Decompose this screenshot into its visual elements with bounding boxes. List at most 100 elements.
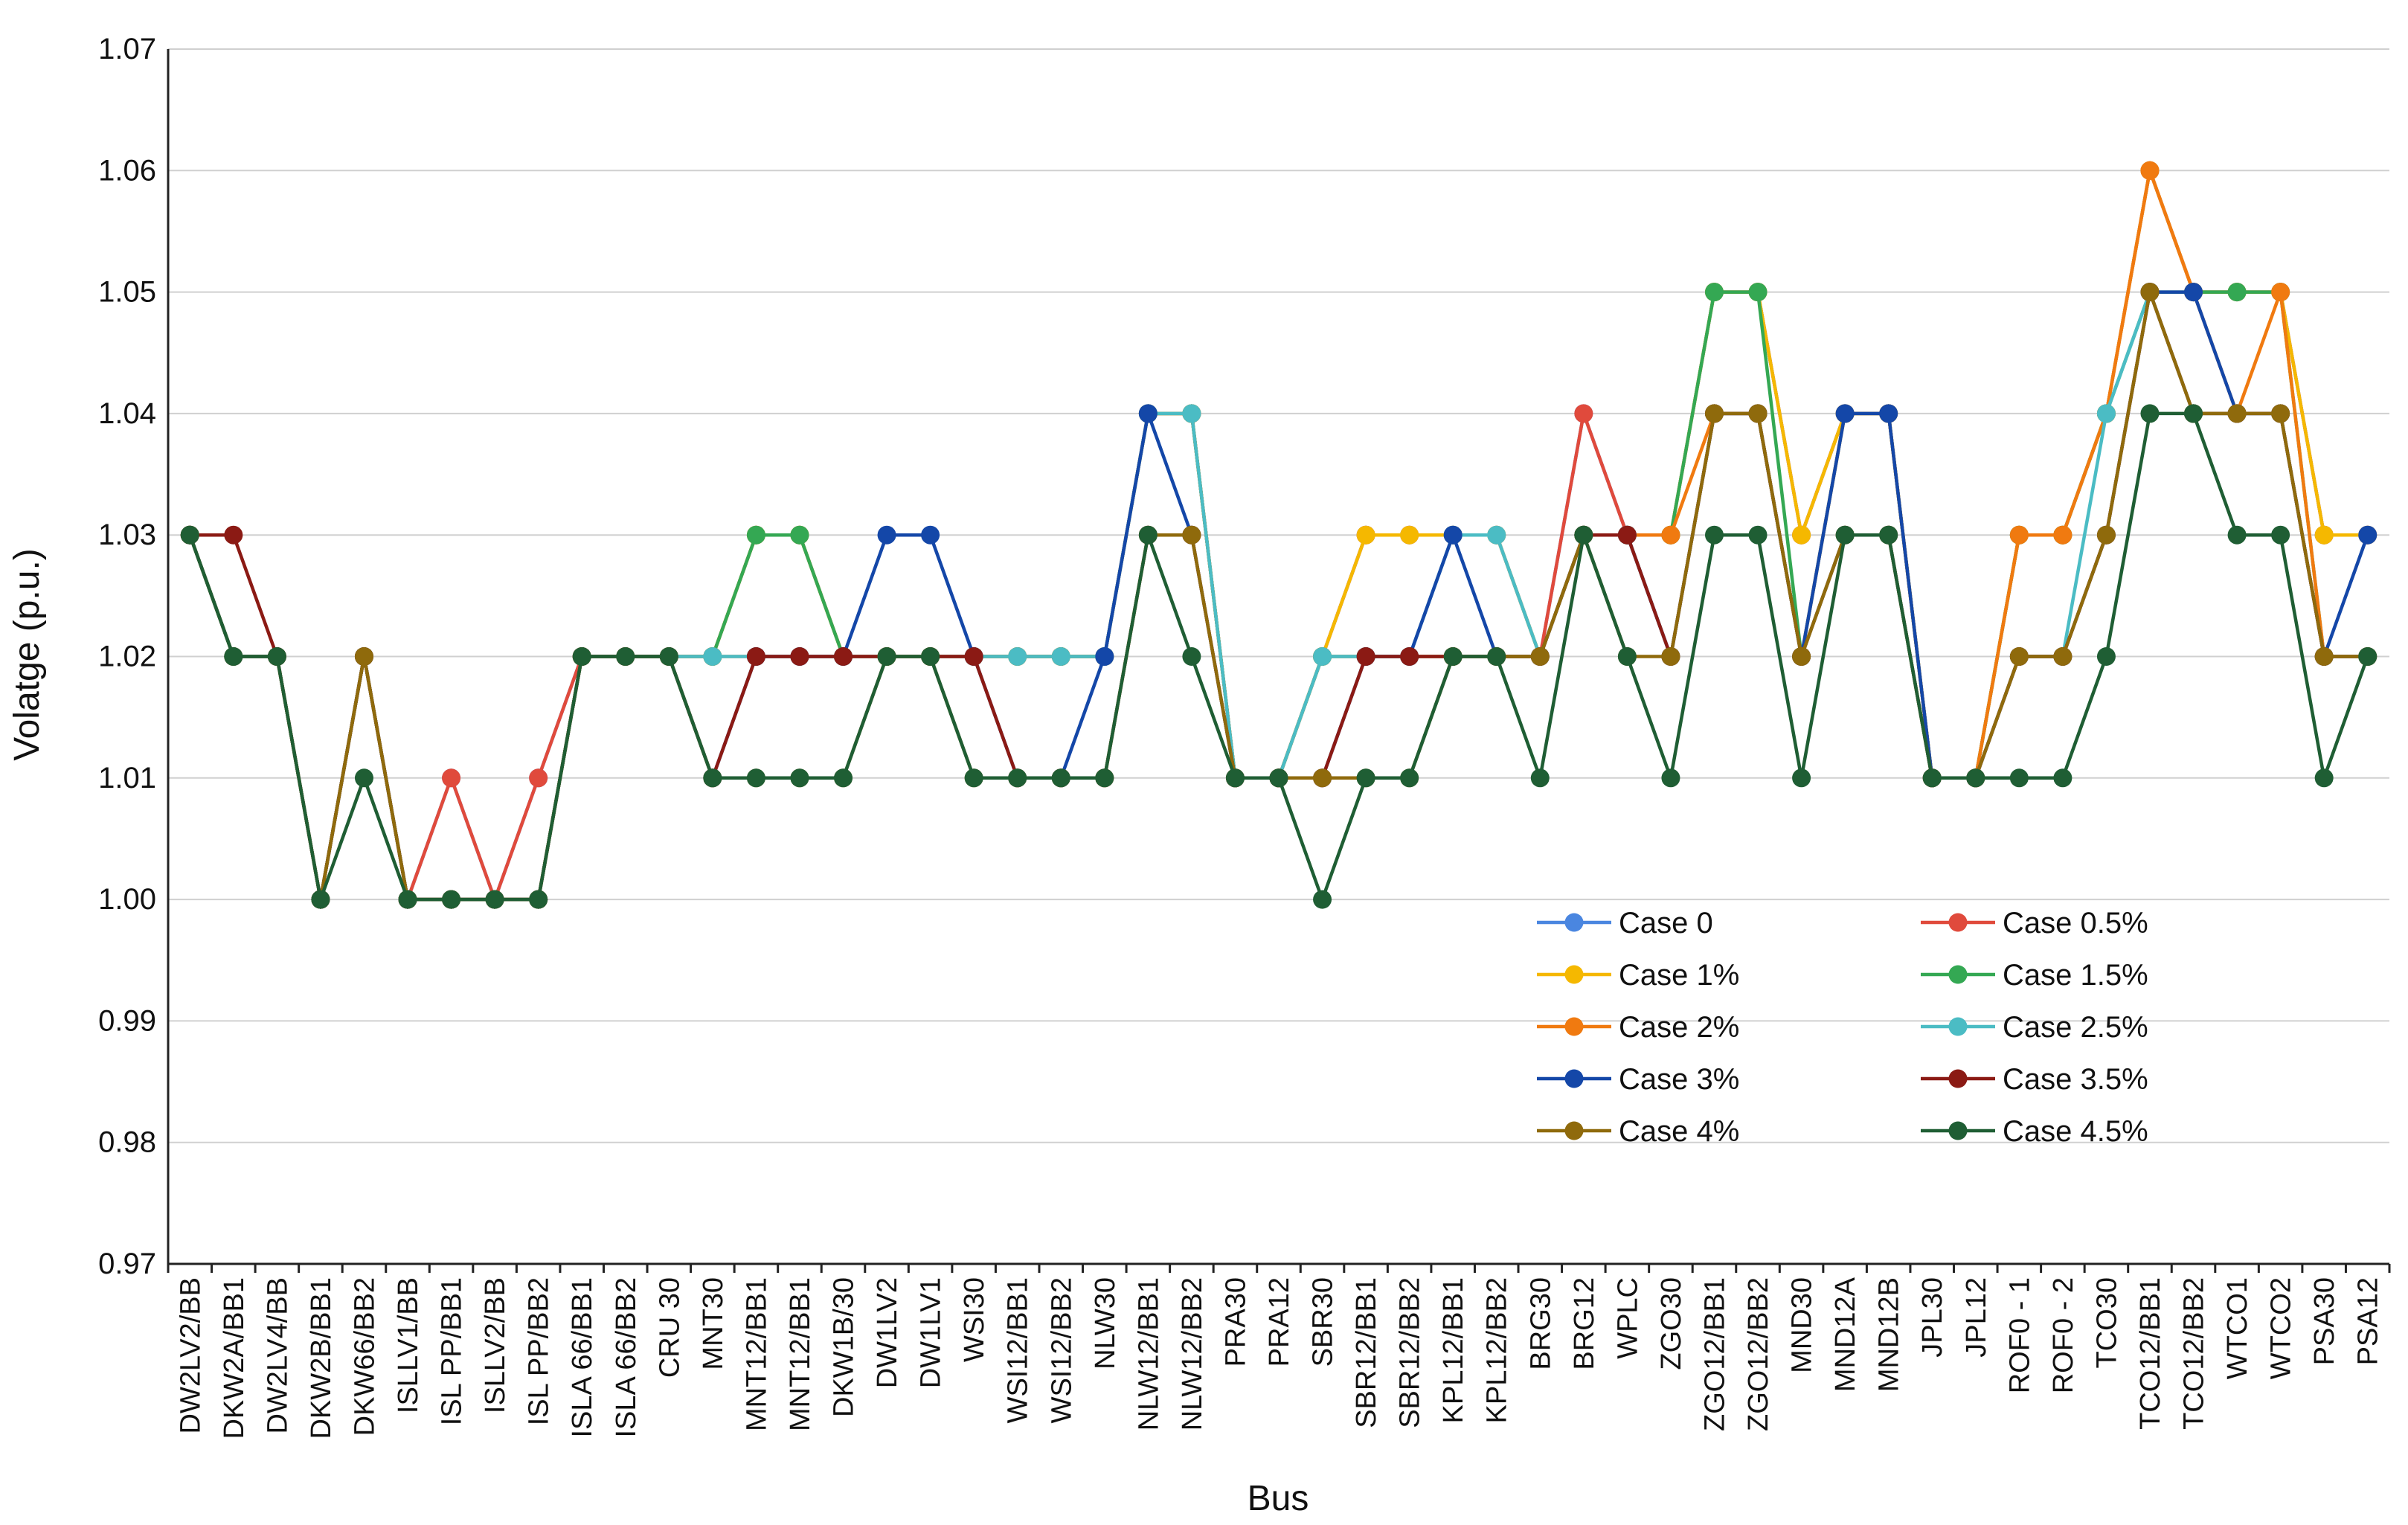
x-tick-label: PSA30 — [2309, 1277, 2340, 1365]
x-tick-label: WSI12/BB2 — [1046, 1277, 1077, 1423]
x-tick-label: SBR30 — [1308, 1277, 1339, 1367]
series-case-4- — [180, 283, 2378, 909]
data-point — [442, 890, 461, 909]
x-tick-label: ROF0 - 1 — [2004, 1277, 2035, 1393]
legend-label: Case 3.5% — [2003, 1063, 2148, 1096]
data-point — [1617, 525, 1637, 545]
data-point — [921, 647, 940, 666]
y-tick-label: 1.01 — [98, 762, 156, 794]
data-point — [224, 647, 243, 666]
data-point — [964, 768, 983, 788]
data-point — [2358, 647, 2378, 666]
data-point — [1225, 768, 1245, 788]
legend-label: Case 2% — [1619, 1011, 1739, 1044]
data-point — [2184, 283, 2203, 302]
legend-marker — [1948, 1121, 1968, 1140]
series-lines — [180, 161, 2378, 909]
data-point — [529, 890, 548, 909]
legend-marker — [1948, 913, 1968, 932]
data-point — [267, 647, 286, 666]
data-point — [1792, 768, 1811, 788]
data-point — [790, 525, 809, 545]
data-point — [1835, 404, 1855, 423]
x-tick-label: MNT12/BB1 — [785, 1277, 816, 1431]
data-point — [2053, 768, 2073, 788]
data-point — [1313, 768, 1332, 788]
y-tick-label: 0.97 — [98, 1248, 156, 1280]
legend-marker — [1948, 1017, 1968, 1036]
legend-item: Case 3% — [1537, 1063, 1739, 1096]
series-line — [188, 290, 2368, 902]
data-point — [2227, 525, 2247, 545]
legend-item: Case 2% — [1537, 1011, 1739, 1044]
x-tick-label: TCO12/BB2 — [2179, 1277, 2210, 1430]
legend-label: Case 0 — [1619, 907, 1713, 940]
x-tick-label: DW2LV2/BB — [175, 1277, 206, 1434]
data-point — [1661, 647, 1680, 666]
data-point — [1617, 647, 1637, 666]
data-point — [1704, 404, 1724, 423]
data-point — [1269, 768, 1288, 788]
data-point — [1966, 768, 1985, 788]
data-point — [1574, 404, 1593, 423]
x-tick-label: NLW30 — [1090, 1277, 1121, 1370]
data-point — [1530, 647, 1550, 666]
x-tick-label: ROF0 - 2 — [2048, 1277, 2079, 1393]
x-tick-label: WPLC — [1612, 1277, 1643, 1359]
data-point — [398, 890, 417, 909]
data-point — [790, 768, 809, 788]
legend: Case 0 Case 0.5% Case 1% Case 1.5% Case 2% Ca… — [1537, 907, 2148, 1148]
data-point — [746, 768, 765, 788]
x-tick-label: ZGO30 — [1656, 1277, 1687, 1370]
legend-label: Case 1.5% — [2003, 959, 2148, 992]
x-tick-label: MND12B — [1874, 1277, 1905, 1392]
x-tick-label: ZGO12/BB1 — [1699, 1277, 1730, 1431]
data-point — [2096, 404, 2116, 423]
data-point — [1051, 647, 1070, 666]
legend-marker — [1948, 965, 1968, 984]
data-point — [2271, 404, 2290, 423]
series-line — [188, 290, 2368, 902]
data-point — [1138, 525, 1158, 545]
data-point — [1313, 647, 1332, 666]
data-point — [1792, 647, 1811, 666]
data-point — [964, 647, 983, 666]
data-point — [442, 768, 461, 788]
data-point — [572, 647, 591, 666]
data-point — [2009, 647, 2029, 666]
x-tick-label: NLW12/BB2 — [1177, 1277, 1208, 1431]
data-point — [485, 890, 504, 909]
data-point — [1574, 525, 1593, 545]
data-point — [224, 525, 243, 545]
legend-item: Case 1.5% — [1921, 959, 2148, 992]
data-point — [834, 768, 853, 788]
x-tick-label: TCO30 — [2091, 1277, 2122, 1368]
data-point — [1356, 525, 1375, 545]
series-case-3- — [180, 283, 2378, 909]
legend-item: Case 3.5% — [1921, 1063, 2148, 1096]
data-point — [354, 647, 373, 666]
data-point — [1748, 404, 1768, 423]
data-point — [703, 768, 722, 788]
data-point — [1051, 768, 1070, 788]
x-tick-label: PRA12 — [1264, 1277, 1295, 1367]
x-tick-label: MND30 — [1787, 1277, 1818, 1373]
x-tick-label: SBR12/BB1 — [1351, 1277, 1382, 1428]
data-point — [2227, 404, 2247, 423]
data-point — [1748, 525, 1768, 545]
x-tick-label: TCO12/BB1 — [2135, 1277, 2166, 1430]
data-point — [877, 647, 896, 666]
x-tick-label: ZGO12/BB2 — [1743, 1277, 1774, 1431]
x-tick-label: DW2LV4/BB — [262, 1277, 293, 1434]
y-tick-label: 1.07 — [98, 33, 156, 65]
legend-label: Case 0.5% — [2003, 907, 2148, 940]
data-point — [616, 647, 635, 666]
x-tick-label: DKW1B/30 — [829, 1277, 860, 1417]
y-tick-label: 0.98 — [98, 1126, 156, 1159]
x-tick-label: JPL30 — [1917, 1277, 1948, 1358]
data-point — [2227, 283, 2247, 302]
data-point — [1879, 525, 1898, 545]
x-tick-label: ISLLV1/BB — [393, 1277, 424, 1413]
data-point — [1792, 525, 1811, 545]
